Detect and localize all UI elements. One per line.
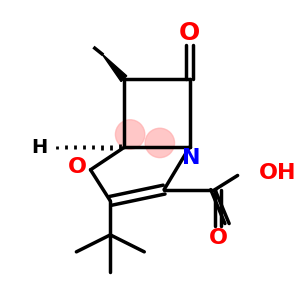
- Circle shape: [145, 128, 175, 158]
- Text: N: N: [182, 148, 200, 169]
- Text: O: O: [68, 157, 87, 177]
- Text: H: H: [32, 138, 48, 157]
- Text: O: O: [179, 21, 200, 45]
- Polygon shape: [102, 54, 127, 82]
- Text: OH: OH: [259, 163, 296, 183]
- Circle shape: [116, 120, 145, 149]
- Text: O: O: [208, 228, 228, 248]
